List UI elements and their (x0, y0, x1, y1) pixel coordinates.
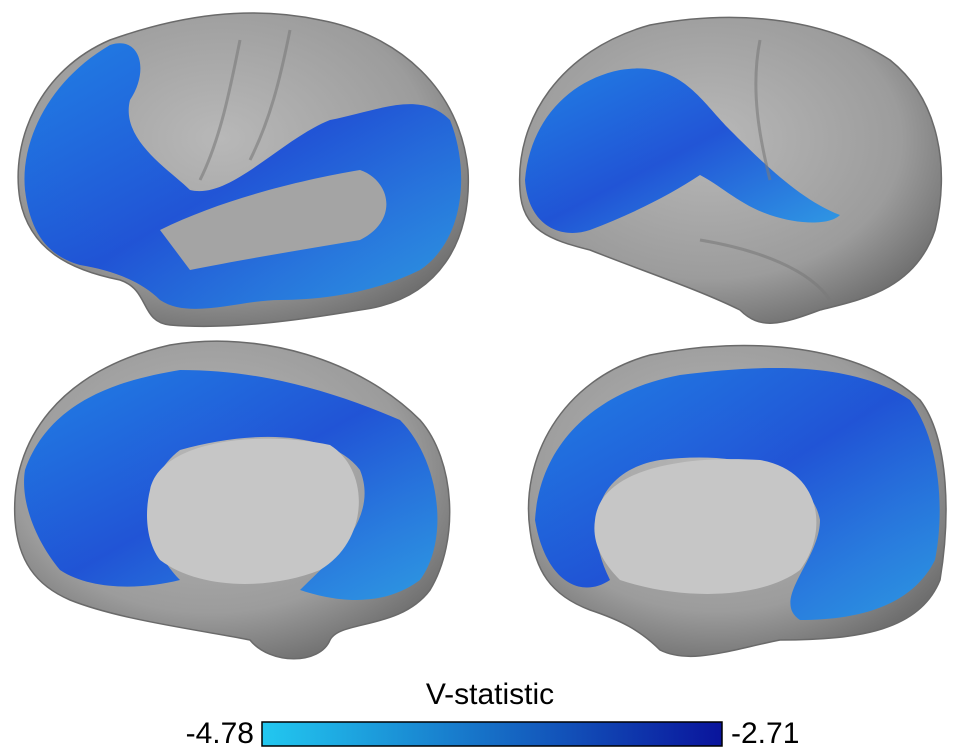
brain-medial-right (527, 344, 947, 658)
brain-lateral-left (17, 12, 470, 328)
brain-medial-left (13, 340, 451, 660)
colorbar-max: -2.71 (731, 717, 799, 749)
colorbar (261, 721, 723, 747)
colorbar-min: -4.78 (186, 717, 254, 749)
colorbar-title: V-statistic (426, 678, 554, 711)
brain-lateral-right (518, 16, 943, 324)
